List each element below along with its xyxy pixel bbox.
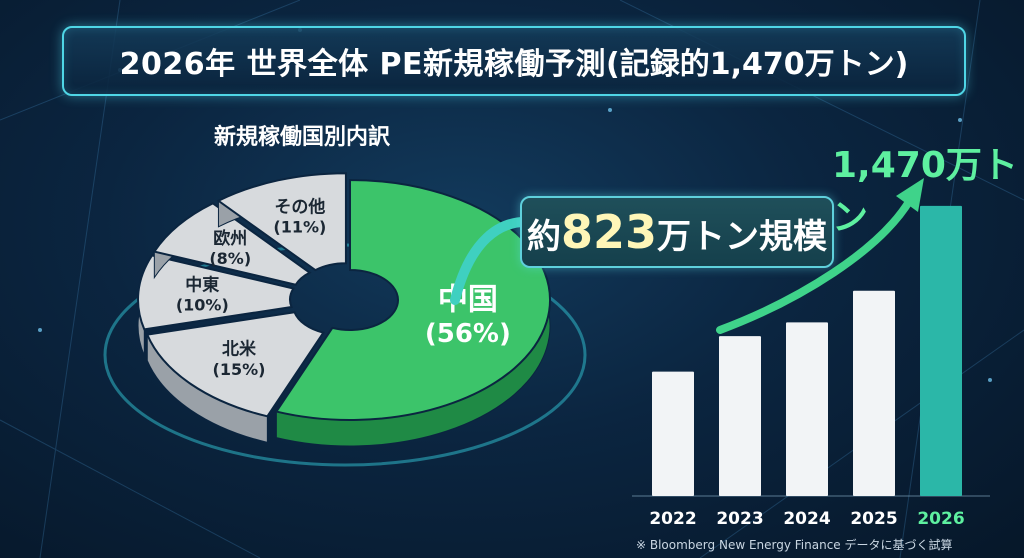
- bar-label-2025: 2025: [850, 509, 897, 529]
- bar-label-2026: 2026: [917, 509, 964, 529]
- pie-label-4: 欧州: [213, 228, 247, 249]
- pie-chart-title: 新規稼働国別内訳: [214, 125, 391, 150]
- pie-slice-5: [216, 172, 347, 272]
- bar-2024: [786, 322, 828, 496]
- growth-arrow: [716, 196, 914, 334]
- title-banner: 2026年 世界全体 PE新規稼働予測 (記録的1,470万トン): [62, 26, 966, 96]
- bar-2023: [719, 336, 761, 496]
- pie-slice-3: [137, 253, 295, 356]
- pie-slice-top-3: [137, 254, 295, 331]
- bar-2022: [652, 371, 694, 496]
- growth-arrow-head: [896, 178, 924, 212]
- pie-value-label-5: (11%): [273, 218, 326, 237]
- pie-label-2: 北米: [222, 339, 257, 360]
- pie-slice-4: [152, 202, 312, 286]
- pie-slice-top-5: [216, 172, 347, 272]
- pie-value-label-1: (56%): [425, 319, 511, 349]
- page-subtitle: (記録的1,470万トン): [606, 47, 909, 82]
- pie-label-5: その他: [274, 196, 325, 217]
- pie-label-3: 中東: [185, 274, 219, 295]
- pie-value-label-4: (8%): [209, 249, 251, 268]
- callout-suffix: 万トン規模: [657, 217, 828, 257]
- callout-value: 823: [560, 205, 658, 259]
- bar-2026: [920, 205, 962, 497]
- bar-label-2023: 2023: [716, 509, 763, 529]
- bar-2026-annotation: 1,470万トン: [832, 145, 1018, 238]
- bar-label-2022: 2022: [649, 509, 696, 529]
- pie-value-label-2: (15%): [213, 360, 266, 379]
- pie-slice-top-4: [152, 202, 312, 286]
- pie-value-label-3: (10%): [176, 296, 229, 315]
- pie-slice-top-2: [145, 311, 325, 418]
- china-volume-callout: 約823万トン規模: [520, 196, 834, 268]
- callout-prefix: 約: [526, 217, 561, 257]
- bar-label-2024: 2024: [783, 509, 830, 529]
- page-title: 2026年 世界全体 PE新規稼働予測: [119, 47, 607, 82]
- source-note: ※ Bloomberg New Energy Finance データに基づく試算: [636, 538, 953, 552]
- pie-slice-2: [145, 311, 325, 443]
- bar-2025: [853, 290, 895, 496]
- pie-label-1: 中国: [438, 282, 498, 317]
